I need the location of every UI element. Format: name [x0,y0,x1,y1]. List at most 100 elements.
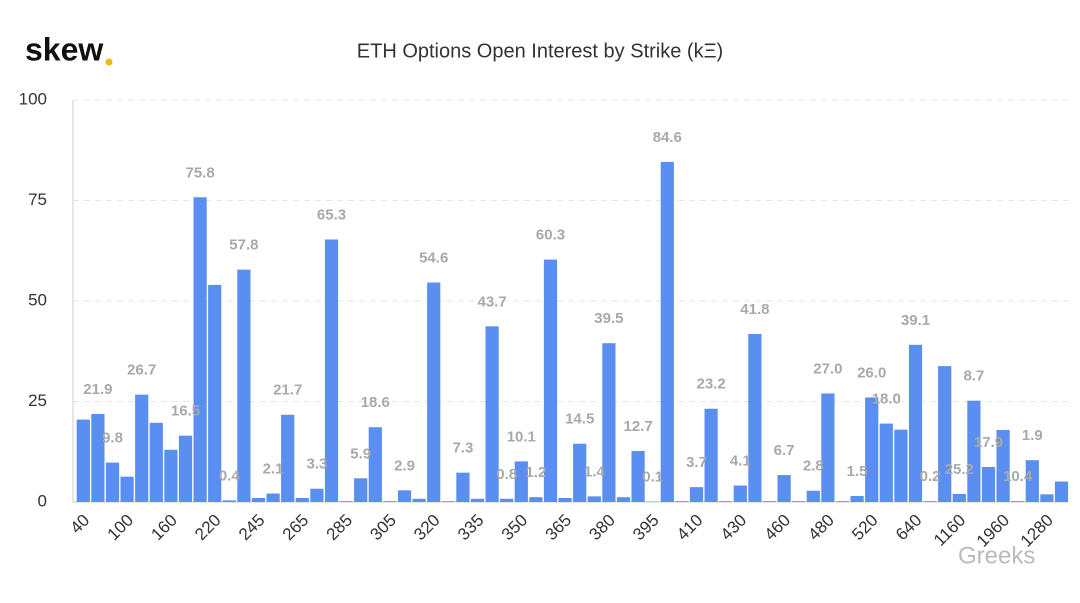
bar [777,475,791,502]
x-tick-label: 395 [629,511,662,544]
bar [456,472,470,502]
x-tick-label: 160 [147,511,180,544]
bar [368,427,382,502]
value-label: 27.0 [813,360,842,377]
value-label: 8.7 [963,368,984,385]
value-label: 21.7 [273,382,302,399]
value-label: 54.6 [419,249,448,266]
value-label: 2.9 [394,457,415,474]
value-label: 60.3 [536,227,565,244]
bar [733,485,747,502]
bar [587,496,601,502]
x-tick-label: 480 [804,511,837,544]
bar [485,326,499,502]
bar [1040,494,1054,502]
x-tick-label: 1280 [1017,511,1057,551]
bar [427,282,441,502]
value-label: 75.8 [185,164,214,181]
x-tick-label: 350 [498,511,531,544]
bar [1011,501,1025,502]
value-label: 84.6 [653,129,682,146]
value-label: 26.7 [127,362,156,379]
bar [894,429,908,502]
value-label: 17.9 [974,434,1003,451]
y-tick-label: 25 [28,391,47,410]
bar [135,394,149,502]
bar [792,501,806,502]
bar [835,501,850,502]
bar [441,501,455,502]
bar [602,343,616,502]
bar [105,462,120,502]
value-label: 23.2 [696,376,725,393]
bar [149,422,163,502]
bar [558,497,572,502]
value-label: 1.2 [525,464,546,481]
x-tick-label: 335 [454,511,487,544]
value-label: 25.2 [945,461,974,478]
value-label: 26.0 [857,364,886,381]
x-tick-label: 220 [191,511,224,544]
x-tick-label: 380 [585,511,618,544]
bar [689,487,704,502]
bar [748,333,762,502]
value-label: 10.1 [507,428,536,445]
value-label: 39.1 [901,312,930,329]
value-label: 0.2 [920,468,941,485]
bar [806,490,820,502]
bar [1025,460,1039,502]
bar [616,497,631,502]
value-label: 12.7 [623,418,652,435]
x-tick-label: 100 [104,511,137,544]
value-label: 2.8 [803,458,824,475]
value-label: 2.1 [263,461,284,478]
value-label: 1.4 [584,463,606,480]
value-label: 18.6 [361,394,390,411]
bar [500,498,514,502]
bar [923,501,937,502]
value-label: 7.3 [452,440,473,457]
watermark: Greeks [958,542,1035,569]
value-label: 9.8 [102,430,123,447]
bar [266,493,280,502]
bar [470,498,485,502]
value-label: 0.1 [642,469,663,486]
value-label: 5.9 [350,445,371,462]
bar [354,478,368,502]
bar [295,497,309,502]
bar [339,501,353,502]
bar [310,488,324,502]
value-label: 18.0 [872,391,901,408]
x-tick-label: 320 [410,511,443,544]
bar [938,366,952,502]
bar [719,501,733,502]
x-tick-label: 640 [892,511,925,544]
x-tick-label: 430 [717,511,750,544]
bar [193,197,207,502]
x-tick-label: 245 [235,511,268,544]
x-tick-label: 410 [673,511,706,544]
x-tick-label: 40 [66,511,93,538]
x-tick-label: 305 [366,511,399,544]
bar [879,423,893,502]
value-label: 21.9 [83,381,112,398]
value-label: 4.1 [730,452,751,469]
bar [164,449,178,502]
bar [281,414,295,502]
bar [660,161,674,502]
bar [865,397,879,502]
bar [675,501,689,502]
value-label: 14.5 [565,411,594,428]
x-tick-label: 285 [323,511,356,544]
bar [631,450,645,502]
value-label: 10.4 [1003,468,1033,485]
bar [529,497,543,502]
bar [178,435,193,502]
bar [762,501,777,502]
value-label: 0.4 [219,467,241,484]
bar [704,408,718,502]
bar [996,430,1010,502]
value-label: 43.7 [477,293,506,310]
chart-title: ETH Options Open Interest by Strike (kΞ) [357,40,723,62]
